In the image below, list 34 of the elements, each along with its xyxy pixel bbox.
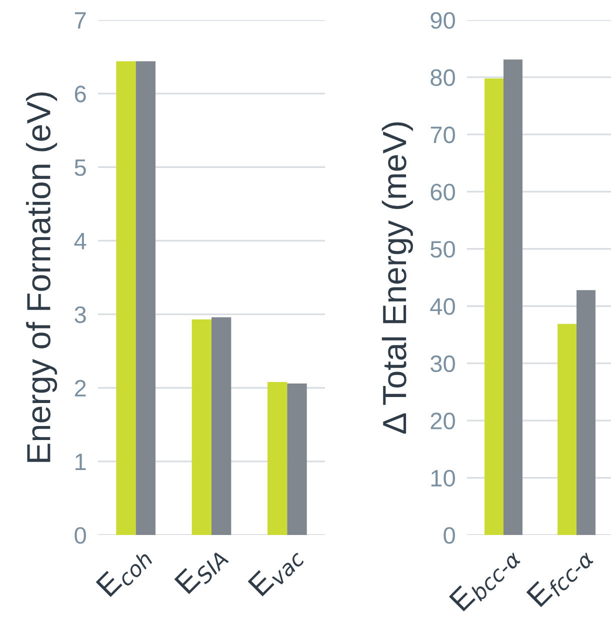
y-tick-label: 7 — [74, 12, 86, 29]
bar — [136, 61, 156, 535]
y-tick-label: 20 — [430, 412, 455, 430]
y-tick-label: 3 — [74, 306, 86, 324]
y-tick-label: 10 — [431, 470, 455, 487]
bar — [484, 78, 504, 535]
y-tick-label: 30 — [430, 355, 455, 372]
y-tick-label: 80 — [430, 69, 455, 86]
y-tick-label: 70 — [430, 126, 455, 144]
x-tick-label: E$_{coh}$ — [96, 543, 154, 601]
y-tick-label: 2 — [74, 380, 86, 396]
bar — [504, 59, 522, 535]
y-tick-label: 60 — [430, 184, 455, 200]
bar — [212, 317, 232, 535]
y-tick-label: 5 — [74, 159, 86, 176]
x-tick-label: E$_{fcc‐α}$ — [526, 542, 595, 611]
y-tick-label: 4 — [74, 233, 86, 250]
y-tick-label: 0 — [74, 527, 86, 544]
y-axis-title: Energy of Formation (eV) — [26, 92, 58, 462]
y-tick-label: 1 — [76, 454, 86, 470]
x-tick-label: E$_{vac}$ — [248, 542, 306, 600]
y-tick-label: 40 — [430, 298, 455, 315]
y-tick-label: 50 — [430, 240, 455, 258]
x-tick-label: E$_{SIA}$ — [174, 543, 230, 598]
bar — [558, 324, 576, 535]
bar — [116, 61, 136, 535]
bar — [192, 319, 212, 535]
y-axis-title: Δ Total Energy (meV) — [382, 122, 413, 434]
bar — [576, 290, 596, 535]
y-tick-label: 90 — [430, 12, 455, 29]
bar — [287, 383, 307, 535]
bar — [267, 382, 288, 535]
y-tick-label: 6 — [74, 86, 86, 102]
y-tick-label: 0 — [444, 527, 455, 544]
